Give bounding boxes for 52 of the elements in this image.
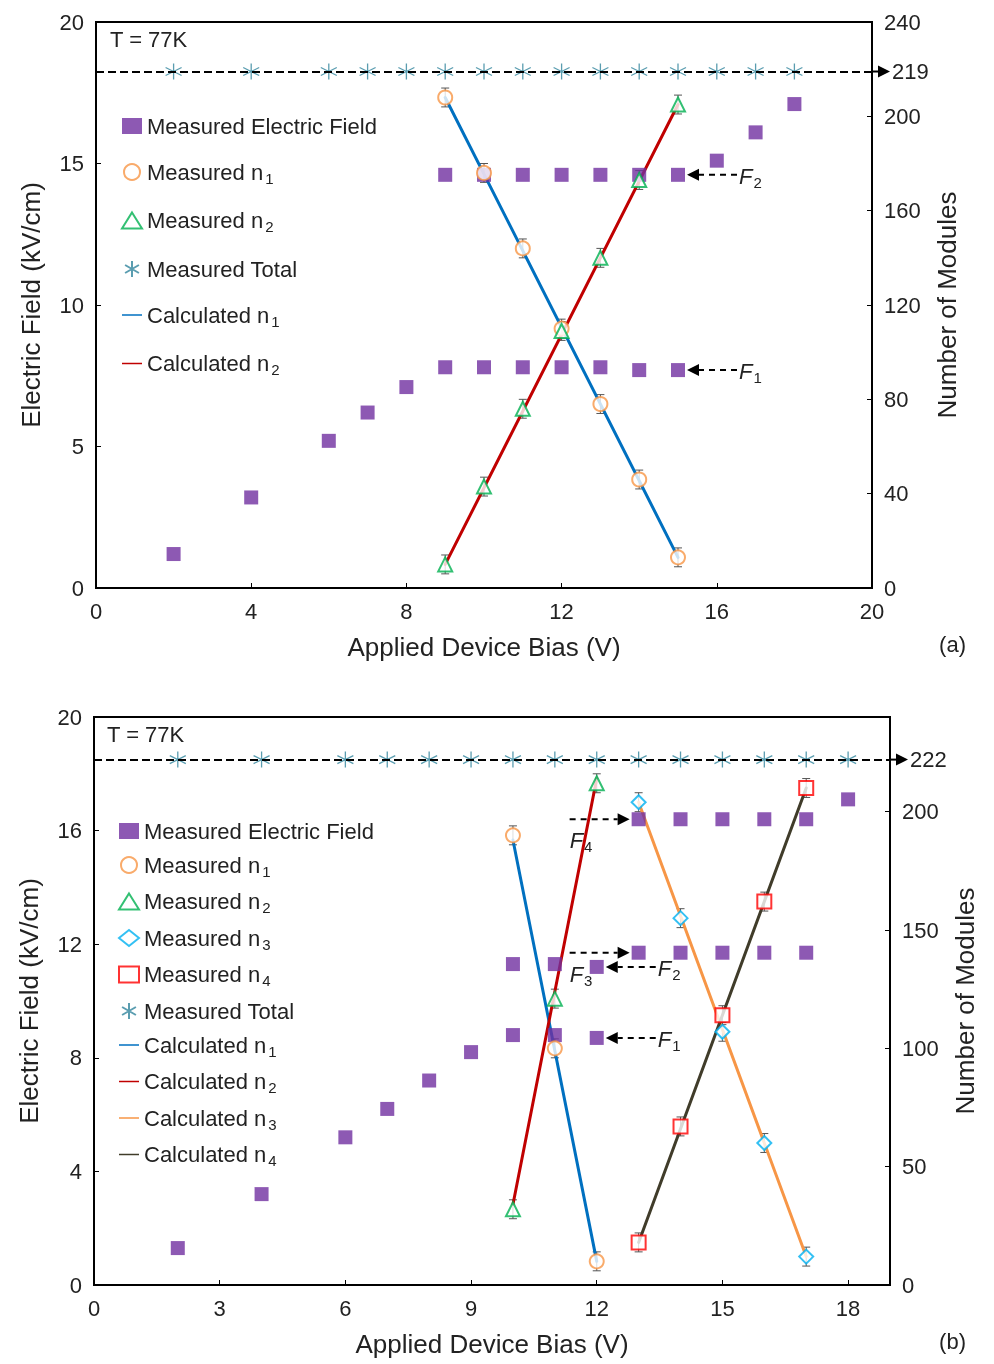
x-tick-label: 8: [400, 598, 413, 624]
y-tick-label: 0: [69, 1272, 82, 1298]
x-tick-label: 12: [549, 598, 574, 624]
y-tick-label: 20: [59, 9, 84, 35]
y2-tick-label: 40: [884, 481, 909, 507]
y-tick-label: 15: [59, 151, 84, 176]
y-axis-title: Electric Field (kV/cm): [16, 182, 46, 428]
y2-tick-label: 80: [884, 386, 909, 412]
y-tick-label: 20: [57, 704, 82, 730]
y-tick-label: 8: [69, 1045, 82, 1071]
y-tick-label: 16: [57, 818, 82, 844]
y2-tick-label: 200: [902, 799, 939, 825]
text: (a): [939, 631, 966, 657]
legend-label: Measured Electric Field: [147, 113, 377, 139]
y2-tick-label: 50: [902, 1154, 927, 1180]
x-tick-label: 12: [584, 1295, 609, 1321]
x-axis-title: Applied Device Bias (V): [355, 1329, 629, 1359]
y-tick-label: 4: [69, 1158, 82, 1184]
y2-axis-title: Number of Modules: [932, 191, 962, 419]
x-tick-label: 15: [710, 1295, 735, 1321]
y2-tick-label: 100: [902, 1035, 939, 1061]
ref-line-label: 222: [910, 747, 947, 773]
x-tick-label: 0: [87, 1295, 101, 1321]
annotation: T = 77K: [110, 26, 188, 52]
y2-tick-label: 160: [884, 198, 921, 224]
y-tick-label: 10: [59, 292, 84, 318]
y-tick-label: 12: [57, 931, 82, 957]
y2-tick-label: 120: [884, 292, 921, 318]
x-axis-title: Applied Device Bias (V): [347, 632, 621, 662]
y-axis-title: Electric Field (kV/cm): [14, 878, 44, 1124]
y2-axis-title: Number of Modules: [950, 887, 980, 1115]
y2-tick-label: 150: [902, 917, 939, 943]
x-tick-label: 18: [835, 1295, 861, 1321]
y2-tick-label: 0: [884, 575, 897, 601]
legend-label: Measured Total: [144, 998, 295, 1024]
annotation: T = 77K: [107, 721, 185, 747]
y-tick-label: 5: [71, 434, 84, 459]
text: (b): [939, 1328, 966, 1354]
x-tick-label: 20: [859, 598, 885, 624]
y2-tick-label: 200: [884, 103, 921, 129]
y-tick-label: 0: [71, 575, 84, 601]
x-tick-label: 6: [339, 1295, 352, 1321]
ref-line-label: 219: [892, 59, 929, 85]
x-tick-label: 4: [245, 598, 258, 624]
x-tick-label: 3: [213, 1295, 226, 1321]
legend-label: Measured Total: [147, 256, 298, 282]
y2-tick-label: 0: [902, 1272, 915, 1298]
x-tick-label: 0: [89, 598, 103, 624]
x-tick-label: 16: [704, 598, 730, 624]
legend-label: Measured Electric Field: [144, 818, 374, 844]
x-tick-label: 9: [464, 1295, 478, 1321]
y2-tick-label: 240: [884, 9, 921, 35]
